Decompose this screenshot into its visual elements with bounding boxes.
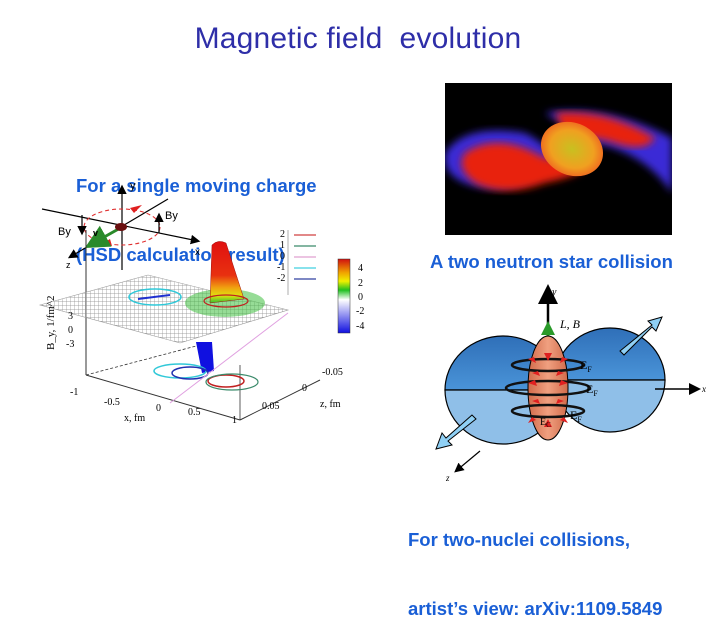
v-label: v: [93, 228, 98, 238]
x-tick: 0.5: [188, 407, 201, 418]
lb-label: L, B: [559, 317, 581, 331]
y-label: y: [551, 287, 557, 298]
z-tick: 3: [68, 311, 73, 322]
x-tick: -0.5: [104, 397, 120, 408]
x-label: x: [701, 384, 706, 394]
y-label: y: [130, 180, 136, 192]
loop-arrow-icon: [130, 205, 142, 213]
y-tick: 0.05: [262, 401, 280, 412]
colorbar-tick: 0: [358, 292, 363, 303]
by-surface-plot: 3 0 -3 B_y, 1/fm^2 -1 -0.5 0 0.5 1 x, fm…: [38, 229, 364, 426]
colorbar-tick: -2: [356, 306, 364, 317]
nuclei-collision-diagram: y L, B EF EF EF EC x z: [435, 284, 706, 483]
x-tick: 1: [232, 415, 237, 426]
svg-text:2: 2: [280, 229, 285, 240]
z-tick: -3: [66, 339, 74, 350]
svg-text:-1: -1: [277, 262, 285, 273]
colorbar: [337, 258, 351, 334]
by-right-label: By: [165, 210, 178, 222]
x-tick: -1: [70, 387, 78, 398]
electric-field-arrows: [528, 353, 568, 427]
z-label: z: [66, 260, 71, 270]
z-axis: [454, 450, 481, 473]
negative-trough: [196, 342, 214, 373]
lb-arrow-icon: [541, 321, 555, 335]
colorbar-tick: -4: [356, 321, 364, 332]
surface-mesh: [38, 274, 290, 344]
magnetic-field-loops: [504, 357, 592, 419]
ec-label: EC: [540, 417, 551, 429]
ef-label: EF: [586, 382, 598, 398]
left-motion-arrow-icon: [435, 414, 477, 450]
svg-text:1: 1: [280, 240, 285, 251]
contour-legend: 2 1 0 -1 -2: [277, 229, 316, 284]
x-axis-label: x, fm: [124, 413, 145, 424]
single-charge-caption: For a single moving charge (HSD calculat…: [76, 128, 317, 289]
velocity-vector: [84, 225, 123, 248]
z-axis-label: B_y, 1/fm^2: [45, 295, 57, 350]
y-axis-label: z, fm: [320, 399, 341, 410]
caption-line-1: For a single moving charge: [76, 175, 317, 196]
nuclei-caption: For two-nuclei collisions, artist’s view…: [408, 482, 662, 643]
right-motion-arrow-icon: [619, 316, 663, 356]
ef-label: EF: [570, 408, 582, 424]
slide-title: Magnetic field evolution: [194, 22, 522, 55]
colorbar-tick: 4: [358, 263, 363, 274]
ef-label: EF: [580, 358, 592, 374]
x-tick: 0: [156, 403, 161, 414]
x-label: x: [195, 247, 200, 258]
z-label: z: [445, 473, 450, 483]
svg-text:0: 0: [280, 251, 285, 262]
overlap-region: [527, 335, 569, 441]
y-tick: -0.05: [322, 367, 343, 378]
charge: [115, 223, 127, 231]
positive-peak: [209, 241, 245, 304]
neutron-star-collision-image: [445, 83, 672, 235]
svg-text:-2: -2: [277, 273, 285, 284]
colorbar-tick: 2: [358, 278, 363, 289]
merger-core: [540, 121, 604, 177]
y-tick: 0: [302, 383, 307, 394]
surface-gradient: [185, 289, 265, 317]
neutron-star-caption: A two neutron star collision: [430, 251, 673, 272]
z-tick: 0: [68, 325, 73, 336]
field-loop: [83, 208, 161, 246]
nuclei-caption-line-2: artist’s view: arXiv:1109.5849: [408, 598, 663, 619]
by-left-label: By: [58, 226, 71, 238]
caption-line-2: (HSD calculation result): [76, 244, 285, 265]
